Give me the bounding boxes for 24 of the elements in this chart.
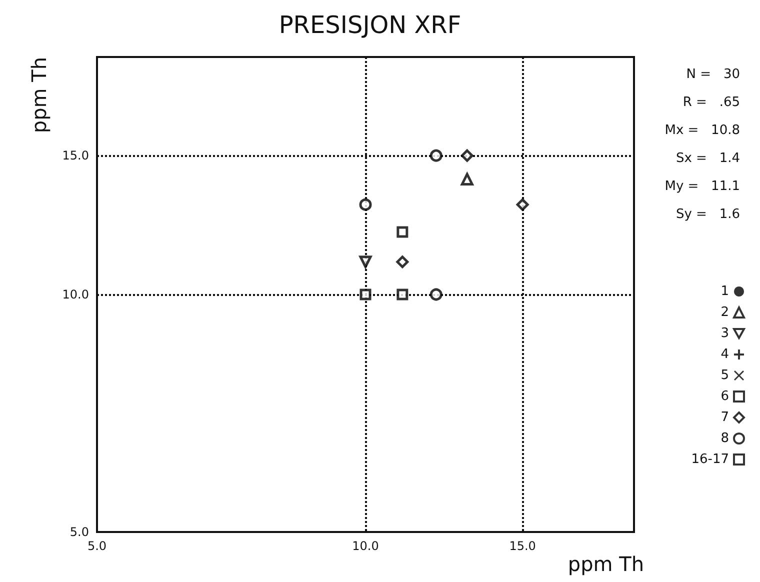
legend-label: 5 <box>720 368 729 383</box>
legend-label: 7 <box>720 410 729 425</box>
y-tick-label: 10.0 <box>62 288 89 302</box>
text: R = .65 <box>682 95 740 110</box>
legend-label: 1 <box>720 284 729 299</box>
legend-label: 6 <box>720 389 729 404</box>
legend-label: 4 <box>720 347 729 362</box>
text: My = 11.1 <box>664 179 740 194</box>
text: Sx = 1.4 <box>676 151 740 166</box>
legend-label: 2 <box>720 305 729 320</box>
legend-label: 8 <box>720 431 729 446</box>
text: N = 30 <box>686 67 740 82</box>
x-tick-label: 15.0 <box>509 539 536 553</box>
y-tick-label: 15.0 <box>62 148 89 163</box>
legend-label: 3 <box>720 326 729 341</box>
x-tick-label: 5.0 <box>87 539 107 553</box>
y-axis-title: ppm Th <box>27 57 51 134</box>
text: Sy = 1.6 <box>676 207 740 222</box>
y-tick-label: 5.0 <box>70 525 89 539</box>
chart-title: PRESISJON XRF <box>278 11 462 39</box>
legend-label: 16-17 <box>691 452 729 467</box>
text: Mx = 10.8 <box>664 123 740 138</box>
x-tick-label: 10.0 <box>352 539 379 553</box>
x-axis-title: ppm Th <box>568 552 644 576</box>
